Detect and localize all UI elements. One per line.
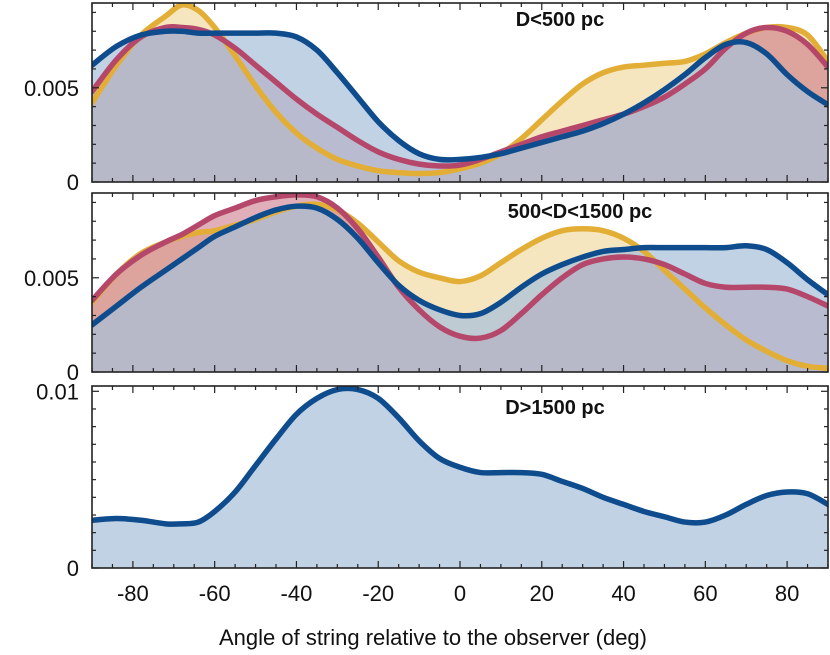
panel-1: 0 0.005 D<500 pc: [24, 2, 829, 195]
y-tick-label: 0.01: [36, 379, 79, 404]
y-tick-label: 0.005: [24, 76, 79, 101]
x-tick-label: -80: [117, 581, 149, 606]
x-tick-label: 0: [454, 581, 466, 606]
x-tick-label: 20: [530, 581, 554, 606]
x-axis-label: Angle of string relative to the observer…: [219, 625, 647, 650]
series-line-blue: [92, 203, 828, 328]
y-tick-label: 0: [67, 556, 79, 581]
panel-plot-area: [92, 193, 828, 372]
x-tick-label: 60: [693, 581, 717, 606]
series-fill-blue: [92, 388, 828, 568]
x-tick-label: 40: [611, 581, 635, 606]
panel-3: 0 0.01 D>1500 pc: [36, 379, 829, 581]
series-fill-blue: [92, 206, 828, 372]
y-tick-label: 0: [67, 360, 79, 385]
panel-title: D>1500 pc: [505, 397, 605, 419]
x-tick-label: -20: [362, 581, 394, 606]
series-line-yellow: [92, 3, 828, 177]
panel-plot-area: [92, 386, 828, 568]
panel-title: 500<D<1500 pc: [508, 201, 653, 223]
series-line-blue: [92, 28, 828, 163]
x-tick-label: -40: [281, 581, 313, 606]
panel-title: D<500 pc: [516, 9, 604, 31]
series-line-red: [92, 193, 828, 342]
x-tick-label: 80: [775, 581, 799, 606]
panel-2: 0 0.005 500<D<1500 pc: [24, 192, 829, 385]
series-fill-blue: [92, 30, 828, 182]
x-tick-label: -60: [199, 581, 231, 606]
panel-plot-area: [92, 3, 828, 182]
y-tick-label: 0.005: [24, 266, 79, 291]
series-line-yellow: [92, 201, 828, 371]
series-line-blue: [92, 386, 828, 527]
y-tick-label: 0: [67, 170, 79, 195]
